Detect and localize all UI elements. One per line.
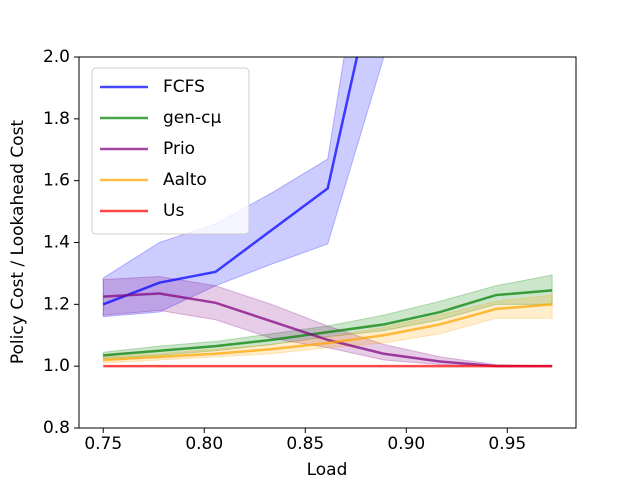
series-line	[103, 292, 553, 368]
legend-label: gen-cμ	[163, 108, 222, 128]
y-tick-label: 1.8	[43, 109, 70, 129]
x-tick-label: 0.80	[185, 434, 223, 454]
legend-label: Prio	[163, 139, 195, 159]
legend-label: Aalto	[163, 170, 207, 190]
confidence-band	[102, 57, 385, 318]
x-tick-label: 0.90	[387, 434, 425, 454]
series-line	[103, 289, 553, 357]
x-tick-label: 0.75	[84, 434, 122, 454]
plot-area	[102, 57, 553, 368]
legend-label: FCFS	[163, 77, 205, 97]
legend-frame	[91, 67, 250, 235]
y-axis-label: Policy Cost / Lookahead Cost	[8, 120, 28, 365]
y-tick-label: 0.8	[43, 418, 70, 438]
y-tick-label: 1.0	[43, 356, 70, 376]
x-tick-label: 0.95	[488, 434, 526, 454]
series-line	[103, 303, 553, 362]
y-tick-label: 2.0	[43, 47, 70, 67]
x-axis-label: Load	[307, 460, 348, 480]
legend: FCFS gen-cμ Prio Aalto Us	[91, 67, 250, 235]
x-tick-label: 0.85	[286, 434, 324, 454]
y-tick-label: 1.4	[43, 233, 70, 253]
y-tick-label: 1.6	[43, 171, 70, 191]
legend-label: Us	[163, 201, 184, 221]
y-tick-label: 1.2	[43, 294, 70, 314]
series-line	[102, 57, 359, 306]
